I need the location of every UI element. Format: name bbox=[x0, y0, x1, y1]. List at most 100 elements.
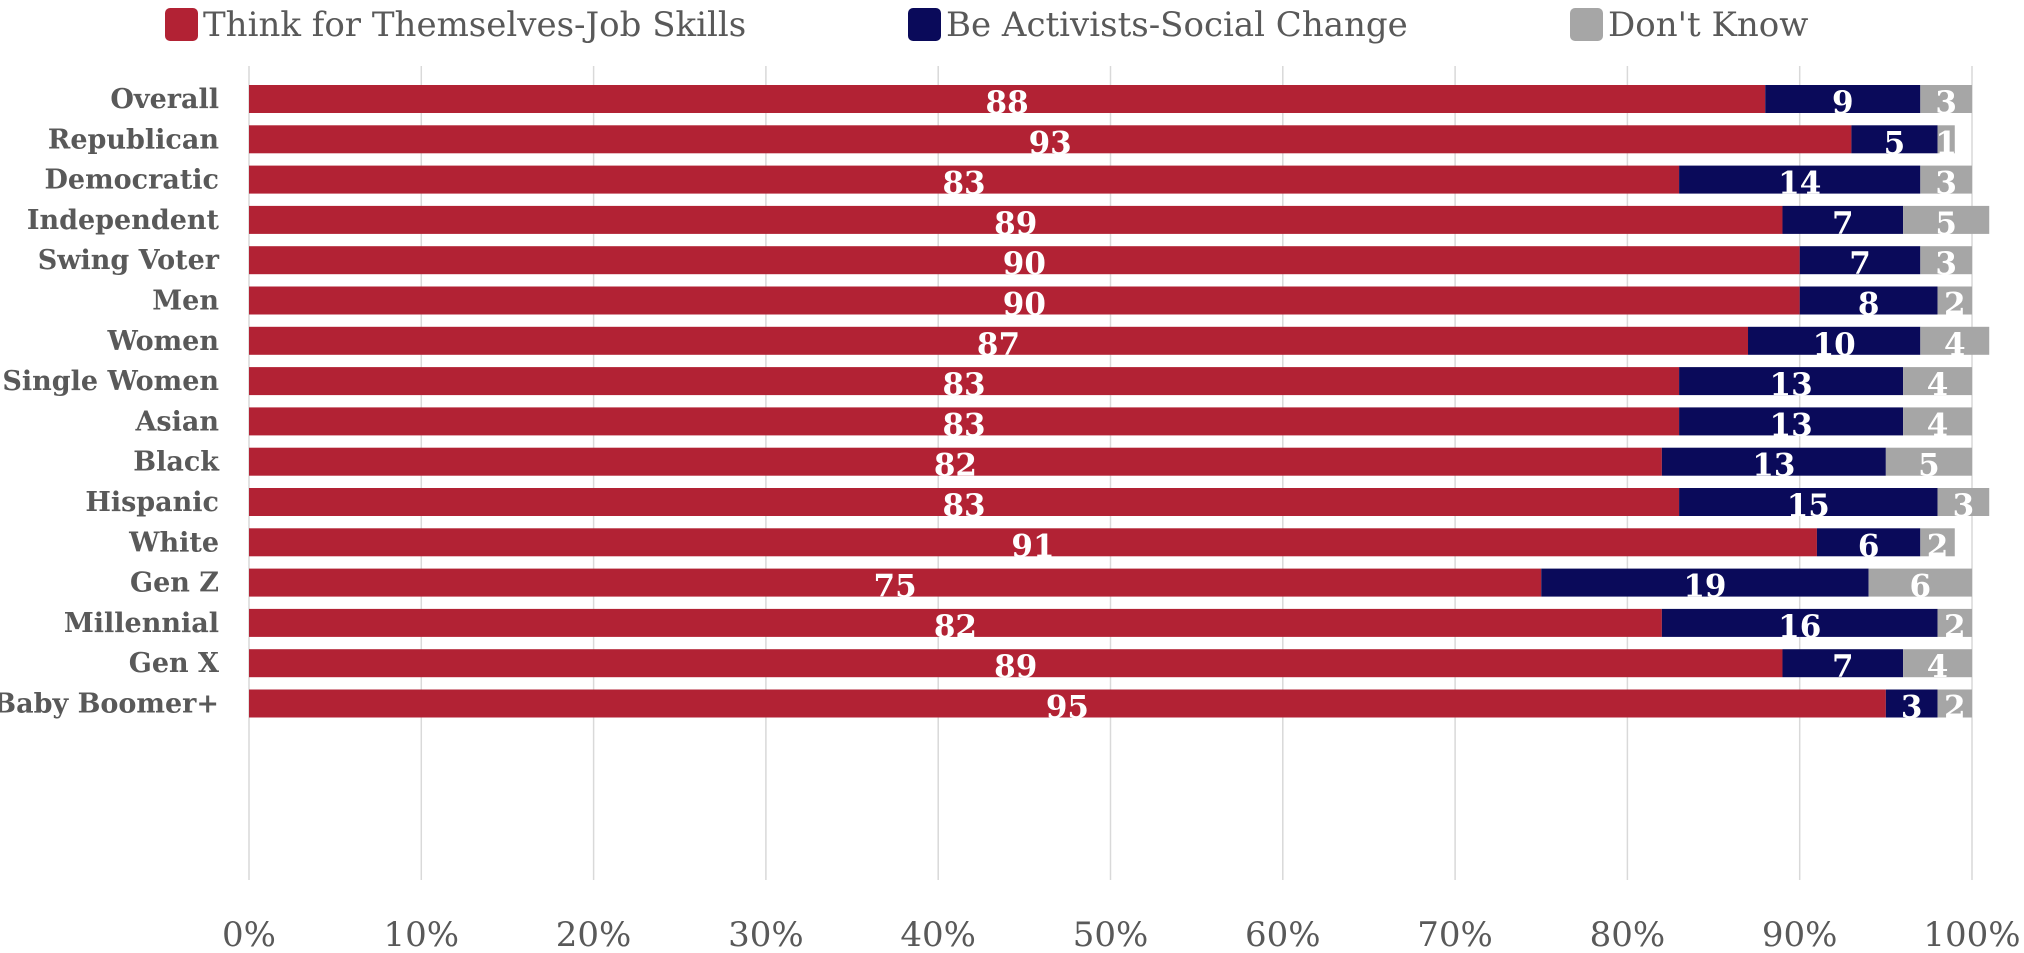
x-tick-label: 90% bbox=[1762, 915, 1838, 953]
category-label: White bbox=[128, 527, 219, 558]
data-label: 82 bbox=[934, 448, 977, 484]
x-tick-label: 0% bbox=[222, 915, 276, 953]
data-label: 83 bbox=[942, 367, 985, 403]
bar-segment bbox=[249, 205, 1783, 234]
data-label: 8 bbox=[1858, 287, 1880, 323]
data-label: 3 bbox=[1935, 166, 1957, 202]
data-label: 16 bbox=[1778, 609, 1821, 645]
bar-segment bbox=[1799, 246, 1921, 275]
category-label: Democratic bbox=[45, 165, 220, 196]
data-label: 93 bbox=[1029, 125, 1072, 161]
data-label: 89 bbox=[994, 649, 1037, 685]
data-label: 91 bbox=[1011, 528, 1054, 564]
bar-segment bbox=[1920, 165, 1972, 194]
bar-segment bbox=[1920, 528, 1955, 557]
bar-segment bbox=[249, 367, 1680, 396]
bar-segment bbox=[1782, 205, 1904, 234]
category-label: Men bbox=[152, 286, 219, 317]
bar-segment bbox=[249, 286, 1800, 315]
bar-segment bbox=[249, 528, 1817, 557]
legend: Think for Themselves-Job Skills Be Activi… bbox=[165, 5, 1808, 45]
category-label: Gen X bbox=[129, 648, 219, 679]
data-label: 4 bbox=[1927, 649, 1949, 685]
data-label: 2 bbox=[1944, 287, 1966, 323]
category-label: Overall bbox=[110, 84, 219, 115]
bar-segment bbox=[249, 447, 1662, 476]
bar-segment bbox=[249, 488, 1680, 516]
bar-segment bbox=[249, 649, 1783, 678]
data-label: 83 bbox=[942, 488, 985, 524]
bar-segment bbox=[1903, 367, 1972, 396]
data-label: 5 bbox=[1884, 125, 1906, 161]
category-label: Baby Boomer+ bbox=[0, 689, 219, 720]
legend-label: Be Activists-Social Change bbox=[946, 5, 1408, 45]
data-label: 90 bbox=[1003, 246, 1046, 282]
bar-segment bbox=[249, 407, 1680, 436]
bar-segment bbox=[1679, 165, 1921, 194]
bar-segment bbox=[1765, 85, 1921, 113]
data-label: 13 bbox=[1770, 367, 1813, 403]
category-label: Independent bbox=[27, 205, 220, 236]
data-label: 88 bbox=[986, 85, 1029, 121]
bar-segment bbox=[1868, 568, 1972, 597]
bar-segment bbox=[1541, 568, 1869, 597]
data-label: 2 bbox=[1944, 690, 1966, 726]
category-label: Gen Z bbox=[130, 568, 219, 599]
bar-segment bbox=[1937, 608, 1972, 637]
data-label: 6 bbox=[1858, 528, 1880, 564]
bar-segment bbox=[1679, 407, 1904, 436]
data-label: 2 bbox=[1944, 609, 1966, 645]
bar-segment bbox=[1679, 488, 1938, 516]
bar-segment bbox=[1903, 407, 1972, 436]
data-label: 2 bbox=[1927, 528, 1949, 564]
bar-segment bbox=[1903, 649, 1972, 678]
bar-segment bbox=[1816, 528, 1921, 557]
data-label: 83 bbox=[942, 407, 985, 443]
bar-segment bbox=[1679, 367, 1904, 396]
data-label: 10 bbox=[1813, 327, 1856, 363]
bar-segment bbox=[249, 326, 1749, 355]
bar-segment bbox=[1937, 286, 1972, 315]
x-tick-label: 40% bbox=[900, 915, 976, 953]
data-label: 3 bbox=[1901, 690, 1923, 726]
bar-segment bbox=[249, 165, 1680, 194]
bar-segment bbox=[249, 246, 1800, 275]
x-tick-label: 60% bbox=[1245, 915, 1321, 953]
x-tick-label: 80% bbox=[1590, 915, 1666, 953]
x-tick-label: 20% bbox=[556, 915, 632, 953]
data-label: 7 bbox=[1832, 649, 1854, 685]
bar-segment bbox=[249, 689, 1886, 718]
x-tick-label: 70% bbox=[1417, 915, 1493, 953]
legend-swatch bbox=[908, 8, 941, 41]
data-label: 1 bbox=[1935, 125, 1957, 161]
category-label: Black bbox=[133, 447, 220, 478]
legend-label: Don't Know bbox=[1608, 5, 1808, 45]
category-labels: Overall Republican Democratic Independent Sw… bbox=[0, 84, 220, 720]
bar-segment bbox=[249, 608, 1662, 637]
bar-segment bbox=[1885, 447, 1972, 476]
category-label: Millennial bbox=[64, 608, 219, 639]
x-axis-ticks: 0% 10% 20% 30% 40% 50% 60% 70% 80% 90% 100% bbox=[222, 915, 2021, 953]
data-label: 13 bbox=[1752, 448, 1795, 484]
bar-segment bbox=[249, 568, 1542, 597]
bar-segment bbox=[1920, 326, 1990, 355]
bar-segment bbox=[1782, 649, 1904, 678]
bar-segment bbox=[249, 125, 1852, 154]
data-label: 9 bbox=[1832, 85, 1854, 121]
data-label: 6 bbox=[1910, 569, 1932, 605]
data-label: 3 bbox=[1935, 246, 1957, 282]
category-label: Asian bbox=[134, 406, 219, 437]
bar-segment bbox=[1920, 246, 1972, 275]
data-label: 89 bbox=[994, 206, 1037, 242]
bar-segment bbox=[1661, 447, 1886, 476]
data-label: 95 bbox=[1046, 690, 1089, 726]
bar-segment bbox=[1903, 205, 1990, 234]
category-label: Hispanic bbox=[85, 487, 219, 518]
bar-segment bbox=[1920, 85, 1972, 113]
data-label: 82 bbox=[934, 609, 977, 645]
bar-segment bbox=[1937, 125, 1955, 154]
bar-segment bbox=[1851, 125, 1938, 154]
legend-label: Think for Themselves-Job Skills bbox=[203, 5, 746, 45]
data-label: 14 bbox=[1778, 166, 1821, 202]
